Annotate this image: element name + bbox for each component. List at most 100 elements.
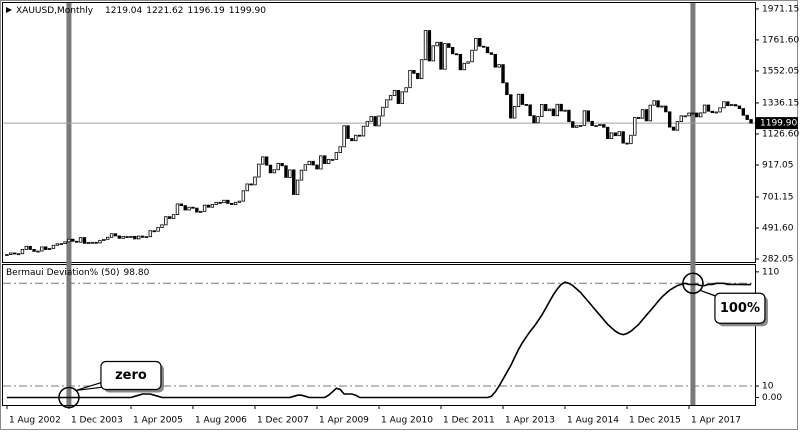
candle <box>288 169 292 178</box>
candle <box>187 206 191 211</box>
candle <box>505 82 509 96</box>
callout-text: zero <box>115 368 147 383</box>
candle <box>71 238 75 242</box>
candle <box>195 207 199 213</box>
candle <box>749 119 753 124</box>
candle <box>311 160 315 166</box>
candle <box>737 105 742 109</box>
candle <box>485 46 490 54</box>
candle <box>636 117 641 119</box>
y-tick-label: 282.05 <box>762 255 794 265</box>
candle <box>462 62 466 71</box>
candle <box>299 169 304 181</box>
candle <box>431 45 435 62</box>
callout-circle <box>682 272 704 295</box>
x-tick-label: 1 Dec 2011 <box>443 416 495 426</box>
candle <box>272 169 277 174</box>
candle <box>582 110 587 126</box>
candle <box>86 242 91 244</box>
candle <box>381 106 385 117</box>
candle <box>226 199 230 204</box>
candle <box>261 156 265 165</box>
candle <box>609 132 614 140</box>
candle <box>16 253 21 256</box>
candle <box>237 200 242 203</box>
candle <box>59 243 63 246</box>
candle <box>323 155 327 164</box>
ohlc-value: 1219.04 <box>105 6 142 16</box>
y-tick-label: 10 <box>762 382 774 392</box>
candle <box>718 107 722 113</box>
y-tick-label: 110 <box>762 267 779 277</box>
x-tick-label: 1 Aug 2014 <box>567 416 619 426</box>
highlight-bar <box>690 3 696 405</box>
candle <box>691 112 695 115</box>
candle <box>702 104 707 114</box>
candle <box>571 121 575 128</box>
candle <box>679 115 684 122</box>
candle <box>319 155 323 170</box>
candle <box>520 93 525 105</box>
callout-box <box>100 360 162 391</box>
candle <box>385 99 389 108</box>
candle <box>152 230 156 233</box>
candle <box>408 69 412 89</box>
y-tick-label: 1761.60 <box>762 35 799 45</box>
candle <box>396 89 401 104</box>
candle <box>12 252 17 255</box>
candle <box>633 117 637 136</box>
candle <box>357 134 362 137</box>
candle <box>454 53 459 56</box>
indicator-title: Bermaui Deviation% (50) 98.80 <box>6 268 150 278</box>
x-tick-label: 1 Aug 2006 <box>195 416 247 426</box>
x-tick-label: 1 Apr 2013 <box>505 416 555 426</box>
candle <box>117 235 122 239</box>
y-tick-label: 1336.15 <box>762 98 799 108</box>
candle <box>551 108 556 117</box>
candle <box>726 101 730 107</box>
candle <box>369 116 373 122</box>
candle <box>392 89 397 96</box>
candle <box>179 203 184 206</box>
candle <box>640 109 645 119</box>
candle <box>245 183 249 192</box>
candle <box>137 235 141 240</box>
candle <box>470 49 474 63</box>
candle <box>547 108 552 112</box>
x-tick-label: 1 Dec 2003 <box>71 416 123 426</box>
candle <box>292 169 296 195</box>
candle <box>439 41 443 70</box>
candle <box>493 53 497 68</box>
candle <box>675 121 680 131</box>
candle <box>28 245 32 250</box>
candle <box>745 114 749 120</box>
candle <box>729 104 734 107</box>
candle <box>532 115 536 124</box>
y-tick-label: 1552.05 <box>762 66 799 76</box>
candle <box>501 64 505 84</box>
y-tick-label: 1971.15 <box>762 4 799 14</box>
candle <box>51 244 56 249</box>
candle <box>63 241 67 245</box>
x-tick-label: 1 Apr 2017 <box>691 416 741 426</box>
candle <box>741 108 746 116</box>
candle <box>365 120 370 127</box>
candle <box>218 201 222 204</box>
candle <box>199 210 203 213</box>
candle <box>423 30 428 61</box>
candle <box>512 106 517 119</box>
candle <box>191 206 195 209</box>
candle <box>9 252 13 255</box>
candle <box>94 241 98 244</box>
candle <box>474 37 478 51</box>
symbol: XAUUSD,Monthly <box>16 6 94 16</box>
candle <box>443 43 447 70</box>
callout-box <box>714 292 766 324</box>
candle <box>342 125 346 148</box>
callout-text: 100% <box>720 301 760 316</box>
candle <box>98 240 102 244</box>
candle <box>20 249 25 255</box>
candle <box>284 165 288 178</box>
candle <box>148 230 153 238</box>
